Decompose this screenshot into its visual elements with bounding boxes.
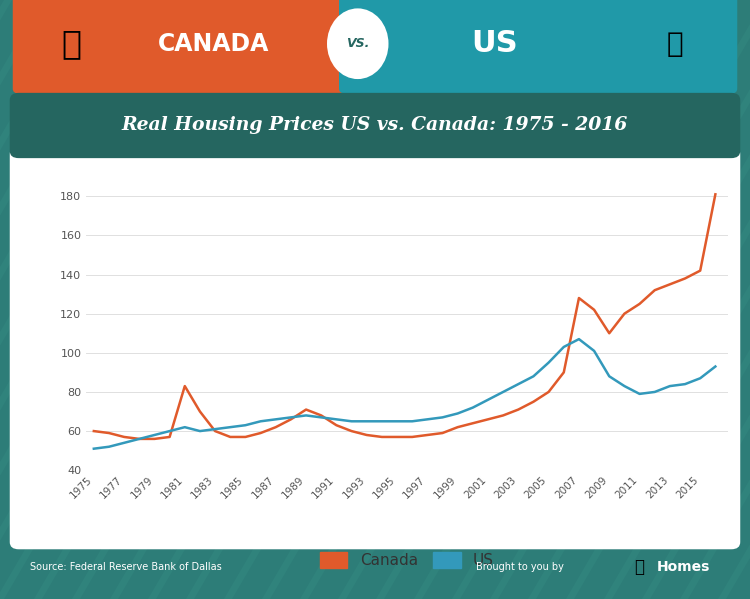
- Text: 🍁: 🍁: [62, 27, 81, 60]
- Text: Source: Federal Reserve Bank of Dallas: Source: Federal Reserve Bank of Dallas: [30, 562, 222, 571]
- Text: Homes: Homes: [656, 559, 710, 574]
- Text: Brought to you by: Brought to you by: [476, 562, 564, 571]
- Text: Real Housing Prices US vs. Canada: 1975 - 2016: Real Housing Prices US vs. Canada: 1975 …: [122, 116, 628, 135]
- Text: 🌟: 🌟: [667, 30, 683, 58]
- Text: 🏠: 🏠: [634, 558, 644, 576]
- Text: CANADA: CANADA: [158, 32, 269, 56]
- Text: US: US: [472, 29, 518, 58]
- Text: VS.: VS.: [346, 37, 370, 50]
- Legend: Canada, US: Canada, US: [314, 546, 500, 574]
